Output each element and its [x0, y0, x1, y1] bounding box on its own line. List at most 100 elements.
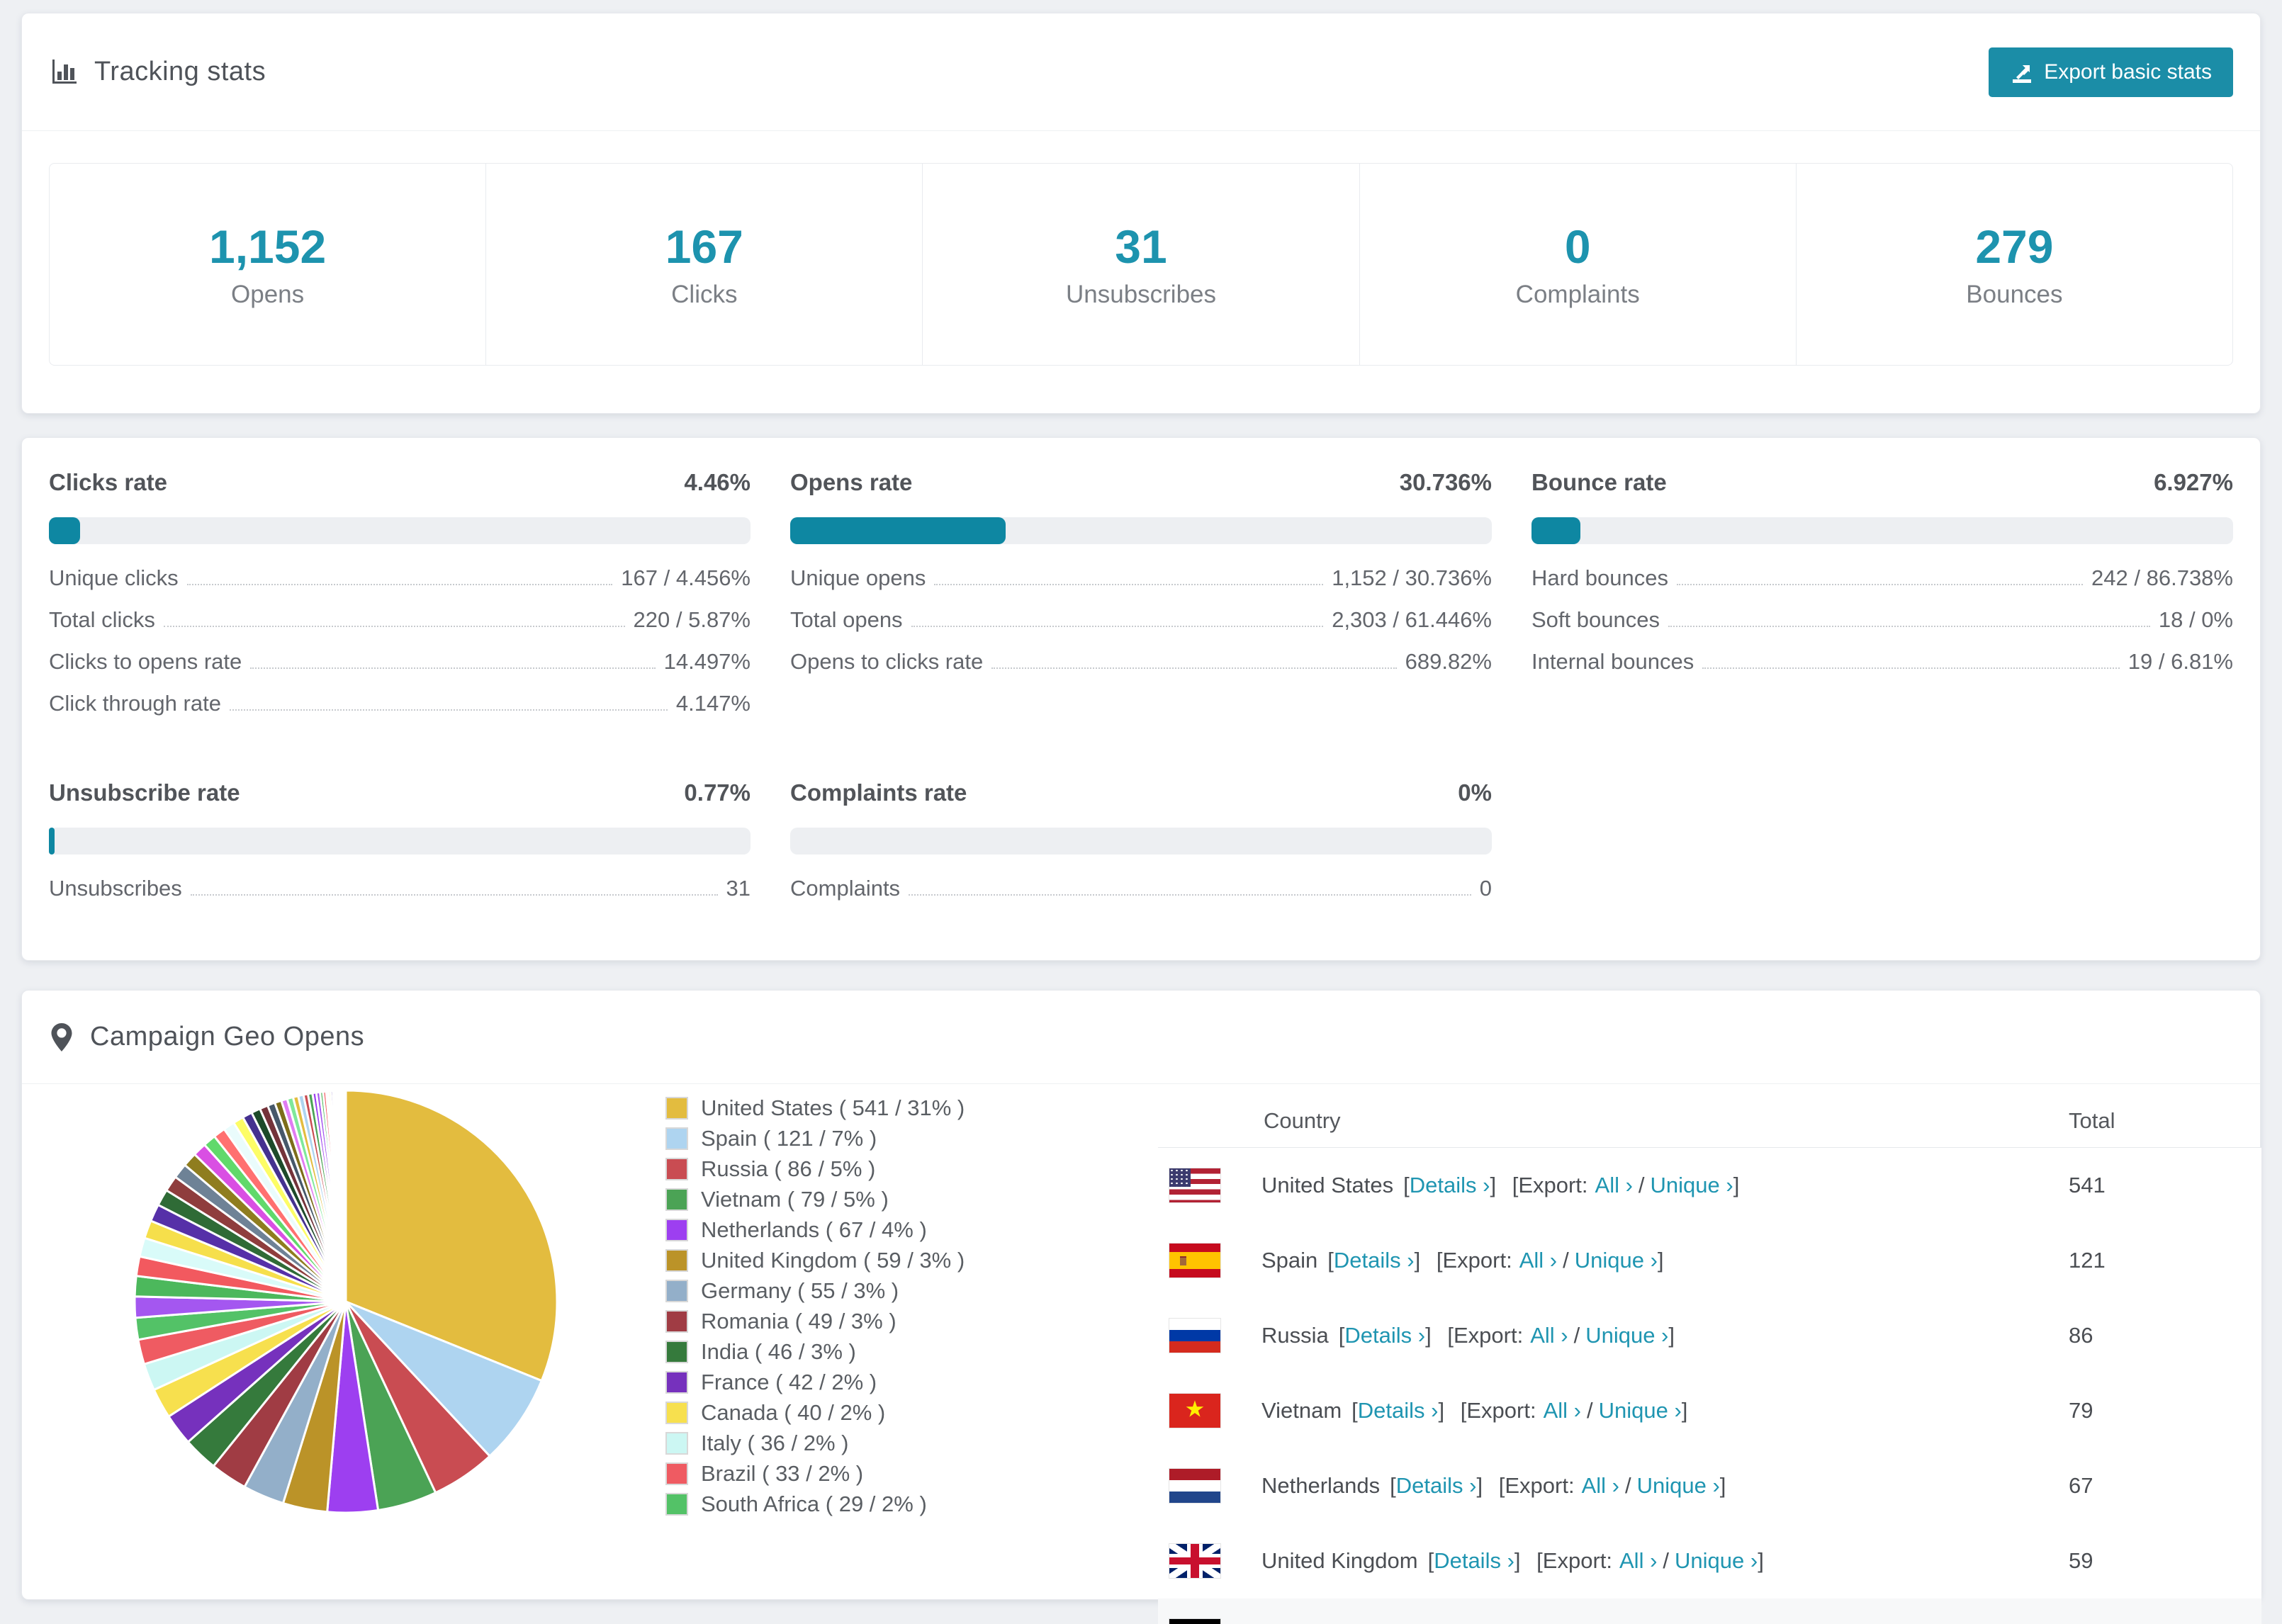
rate-title: Complaints rate: [790, 779, 967, 806]
rate-detail-row: Hard bounces 242 / 86.738%: [1531, 565, 2233, 607]
legend-item[interactable]: Russia ( 86 / 5% ): [665, 1156, 965, 1181]
legend-label: Italy ( 36 / 2% ): [701, 1431, 849, 1455]
legend-item[interactable]: South Africa ( 29 / 2% ): [665, 1492, 965, 1516]
country-name: Vietnam: [1261, 1398, 1342, 1423]
legend-swatch-icon: [665, 1188, 688, 1211]
country-name: United States: [1261, 1173, 1394, 1197]
rate-detail-value: 220 / 5.87%: [633, 607, 751, 632]
export-basic-stats-button[interactable]: Export basic stats: [1989, 47, 2233, 97]
legend-item[interactable]: France ( 42 / 2% ): [665, 1370, 965, 1394]
legend-item[interactable]: Vietnam ( 79 / 5% ): [665, 1187, 965, 1212]
country-name: Netherlands: [1261, 1473, 1381, 1498]
legend-item[interactable]: Spain ( 121 / 7% ): [665, 1126, 965, 1151]
export-unique-link[interactable]: Unique ›: [1675, 1548, 1758, 1573]
dotted-leader: [991, 667, 1397, 669]
rate-title: Unsubscribe rate: [49, 779, 240, 806]
export-all-link[interactable]: All ›: [1619, 1548, 1658, 1573]
legend-item[interactable]: Brazil ( 33 / 2% ): [665, 1461, 965, 1486]
legend-swatch-icon: [665, 1097, 688, 1120]
country-flag-icon: [1169, 1544, 1220, 1578]
dotted-leader: [909, 894, 1471, 896]
opens-rate-section: Opens rate 30.736% Unique opens 1,152 / …: [790, 469, 1492, 733]
rate-detail-value: 689.82%: [1405, 649, 1492, 674]
rate-detail-value: 14.497%: [663, 649, 751, 674]
tracking-stats-header: Tracking stats Export basic stats: [22, 13, 2260, 131]
export-all-link[interactable]: All ›: [1543, 1398, 1581, 1423]
export-all-link[interactable]: All ›: [1530, 1323, 1568, 1348]
country-name: Russia: [1261, 1323, 1329, 1348]
export-unique-link[interactable]: Unique ›: [1636, 1473, 1720, 1498]
rate-detail-row: Unsubscribes 31: [49, 876, 751, 918]
rate-detail-label: Unique clicks: [49, 565, 179, 590]
rate-detail-row: Total opens 2,303 / 61.446%: [790, 607, 1492, 649]
details-link[interactable]: Details ›: [1409, 1173, 1490, 1197]
legend-label: France ( 42 / 2% ): [701, 1370, 877, 1394]
legend-label: Vietnam ( 79 / 5% ): [701, 1187, 889, 1212]
country-total: 541: [2069, 1173, 2106, 1197]
export-icon: [2010, 60, 2034, 84]
legend-swatch-icon: [665, 1493, 688, 1516]
geo-pie-legend: United States ( 541 / 31% ) Spain ( 121 …: [665, 1095, 965, 1516]
stat-label: Clicks: [671, 281, 738, 308]
export-unique-link[interactable]: Unique ›: [1650, 1173, 1733, 1197]
stat-label: Bounces: [1966, 281, 2063, 308]
details-link[interactable]: Details ›: [1344, 1323, 1426, 1348]
legend-label: Romania ( 49 / 3% ): [701, 1309, 896, 1333]
legend-item[interactable]: United States ( 541 / 31% ): [665, 1095, 965, 1120]
legend-item[interactable]: Romania ( 49 / 3% ): [665, 1309, 965, 1333]
rate-value: 6.927%: [2154, 469, 2233, 495]
legend-item[interactable]: Canada ( 40 / 2% ): [665, 1400, 965, 1425]
rate-detail-label: Hard bounces: [1531, 565, 1669, 590]
stat-cell: 167 Clicks: [486, 164, 923, 365]
stat-cell: 31 Unsubscribes: [923, 164, 1360, 365]
country-flag-icon: [1169, 1319, 1220, 1353]
legend-item[interactable]: United Kingdom ( 59 / 3% ): [665, 1248, 965, 1273]
legend-item[interactable]: Germany ( 55 / 3% ): [665, 1278, 965, 1303]
export-label: Export:: [1518, 1173, 1588, 1197]
rate-value: 0%: [1458, 779, 1492, 806]
rate-detail-value: 4.147%: [675, 691, 751, 716]
export-label: Export:: [1466, 1398, 1536, 1423]
clicks-rate-progressbar: [49, 517, 751, 544]
legend-item[interactable]: Netherlands ( 67 / 4% ): [665, 1217, 965, 1242]
rate-detail-label: Total opens: [790, 607, 903, 632]
map-pin-icon: [50, 1022, 73, 1052]
export-unique-link[interactable]: Unique ›: [1598, 1398, 1682, 1423]
export-unique-link[interactable]: Unique ›: [1585, 1323, 1669, 1348]
details-link[interactable]: Details ›: [1395, 1473, 1477, 1498]
export-all-link[interactable]: All ›: [1581, 1473, 1619, 1498]
rate-detail-label: Click through rate: [49, 691, 221, 716]
legend-swatch-icon: [665, 1219, 688, 1241]
summary-stats-strip: 1,152 Opens 167 Clicks 31 Unsubscribes 0…: [49, 163, 2233, 366]
details-link[interactable]: Details ›: [1357, 1398, 1439, 1423]
geo-table-row-partial: [1158, 1598, 2261, 1624]
legend-swatch-icon: [665, 1462, 688, 1485]
legend-label: Spain ( 121 / 7% ): [701, 1126, 877, 1151]
stat-label: Complaints: [1515, 281, 1640, 308]
rate-title: Bounce rate: [1531, 469, 1667, 495]
legend-item[interactable]: India ( 46 / 3% ): [665, 1339, 965, 1364]
unsubscribe-rate-section: Unsubscribe rate 0.77% Unsubscribes 31: [49, 779, 751, 918]
export-all-link[interactable]: All ›: [1595, 1173, 1633, 1197]
campaign-geo-opens-card: Campaign Geo Opens United States ( 541 /…: [21, 990, 2261, 1624]
rate-detail-value: 31: [726, 876, 751, 901]
legend-item[interactable]: Italy ( 36 / 2% ): [665, 1431, 965, 1455]
bounce-rate-section: Bounce rate 6.927% Hard bounces 242 / 86…: [1531, 469, 2233, 733]
page-title: Tracking stats: [94, 57, 266, 86]
details-link[interactable]: Details ›: [1434, 1548, 1514, 1573]
stat-value: 279: [1975, 220, 2054, 273]
geo-table-row: Vietnam [Details ›] [Export:All ›/Unique…: [1158, 1373, 2261, 1448]
legend-label: United Kingdom ( 59 / 3% ): [701, 1248, 965, 1273]
rate-detail-value: 242 / 86.738%: [2091, 565, 2233, 590]
rate-detail-value: 1,152 / 30.736%: [1332, 565, 1492, 590]
dotted-leader: [250, 667, 656, 669]
legend-swatch-icon: [665, 1249, 688, 1272]
rate-detail-value: 167 / 4.456%: [621, 565, 751, 590]
export-unique-link[interactable]: Unique ›: [1574, 1248, 1658, 1273]
rate-detail-label: Internal bounces: [1531, 649, 1694, 674]
geo-pie-chart[interactable]: [131, 1087, 561, 1516]
dotted-leader: [163, 626, 625, 627]
export-all-link[interactable]: All ›: [1519, 1248, 1558, 1273]
details-link[interactable]: Details ›: [1333, 1248, 1415, 1273]
